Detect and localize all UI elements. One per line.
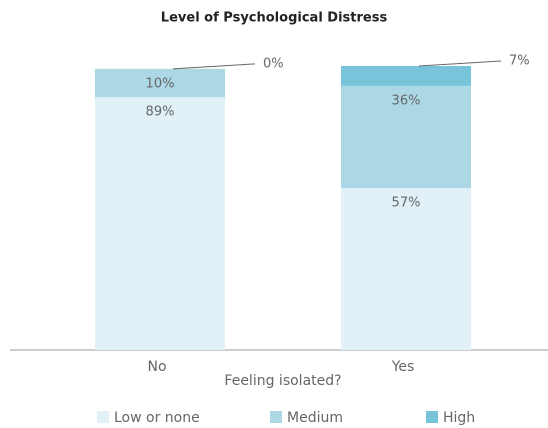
data-label: 0% xyxy=(263,56,284,71)
data-label: 57% xyxy=(392,196,421,211)
bar-segment xyxy=(95,68,225,98)
chart-title: Level of Psychological Distress xyxy=(161,11,388,26)
data-label: 89% xyxy=(146,105,175,120)
legend-swatch xyxy=(426,411,438,423)
legend-swatch xyxy=(97,411,109,423)
legend-label: Medium xyxy=(287,410,343,426)
x-axis-label: Feeling isolated? xyxy=(224,373,341,389)
x-tick-label: No xyxy=(147,359,166,375)
leader-line xyxy=(418,60,502,67)
bar-segment xyxy=(341,66,471,86)
legend-label: Low or none xyxy=(114,410,200,426)
data-label: 10% xyxy=(146,76,175,91)
data-label: 36% xyxy=(392,93,421,108)
bar-segment xyxy=(95,97,225,351)
x-tick-label: Yes xyxy=(391,359,415,375)
legend-swatch xyxy=(270,411,282,423)
leader-line xyxy=(172,63,256,70)
bar-segment xyxy=(341,188,471,350)
data-label: 7% xyxy=(509,54,530,69)
bar-segment xyxy=(341,85,471,189)
legend-label: High xyxy=(443,410,475,426)
